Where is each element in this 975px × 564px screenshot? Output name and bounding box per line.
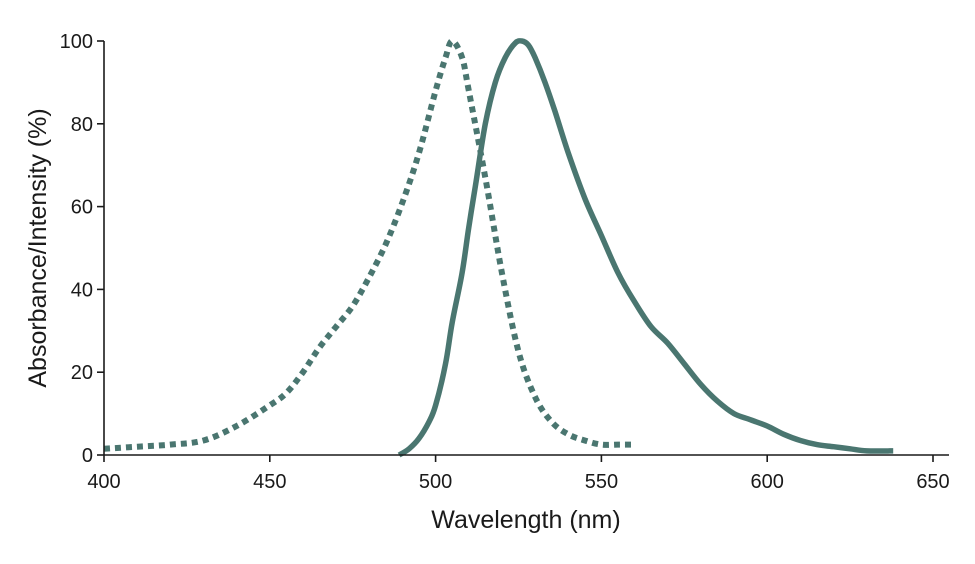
- y-tick-label: 80: [71, 114, 93, 136]
- y-tick-label: 100: [60, 31, 93, 53]
- series-layer: [103, 38, 894, 458]
- y-tick-label: 40: [71, 279, 93, 301]
- x-tick-label: 550: [585, 471, 618, 493]
- x-ticks: 400 450 500 550 600 650: [87, 455, 950, 493]
- y-ticks: 0 20 40 60 80 100: [60, 31, 104, 467]
- x-axis-title: Wavelength (nm): [431, 506, 620, 534]
- x-tick-label: 650: [916, 471, 949, 493]
- y-tick-label: 60: [71, 197, 93, 219]
- x-tick-label: 500: [419, 471, 452, 493]
- y-axis-title: Absorbance/Intensity (%): [24, 108, 52, 387]
- y-tick-label: 0: [82, 445, 93, 467]
- emission-solid-line: [397, 38, 894, 458]
- x-tick-label: 400: [87, 471, 120, 493]
- x-tick-label: 450: [253, 471, 286, 493]
- axes: [103, 41, 949, 456]
- x-tick-label: 600: [751, 471, 784, 493]
- y-tick-label: 20: [71, 362, 93, 384]
